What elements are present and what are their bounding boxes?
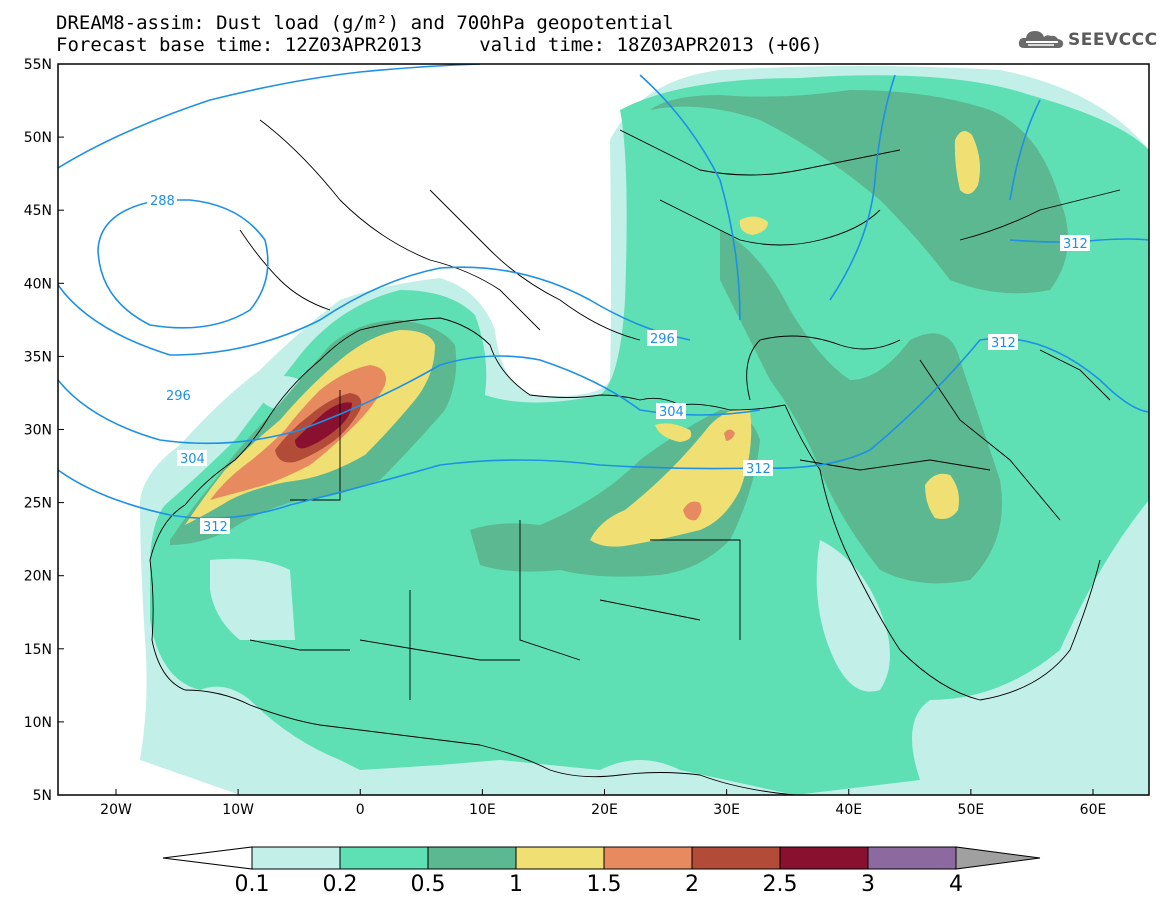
contour-label: 312 bbox=[1063, 237, 1088, 252]
colorbar: 0.1 0.2 0.5 1 1.5 2 2.5 3 4 bbox=[162, 846, 1041, 897]
contour-label: 296 bbox=[650, 332, 675, 347]
lon-tick-label: 60E bbox=[1080, 802, 1107, 818]
colorbar-tick-label: 3 bbox=[861, 872, 875, 897]
lat-tick-label: 25N bbox=[24, 496, 52, 512]
lon-tick-label: 0 bbox=[356, 802, 365, 818]
lat-tick-label: 40N bbox=[24, 276, 52, 292]
seevccc-logo: SEEVCCC bbox=[1018, 28, 1158, 52]
colorbar-over-triangle bbox=[955, 846, 1041, 870]
colorbar-tick-label: 1.5 bbox=[587, 872, 622, 897]
contour-label: 304 bbox=[180, 452, 205, 467]
latitude-axis: 55N 50N 45N 40N 35N 30N 25N 20N 15N 10N 5N bbox=[24, 57, 64, 804]
longitude-axis: 20W 10W 0 10E 20E 30E 40E 50E 60E bbox=[100, 789, 1106, 818]
colorbar-swatch bbox=[691, 846, 781, 870]
colorbar-swatch bbox=[251, 846, 341, 870]
map-plot-area: 288 296 296 304 304 312 312 312 312 bbox=[58, 64, 1149, 795]
colorbar-tick-label: 2 bbox=[685, 872, 699, 897]
lon-tick-label: 10E bbox=[469, 802, 496, 818]
colorbar-tick-label: 0.2 bbox=[323, 872, 358, 897]
map-title: DREAM8-assim: Dust load (g/m²) and 700hP… bbox=[56, 12, 674, 34]
colorbar-tick-label: 2.5 bbox=[763, 872, 798, 897]
dust-shading-0.2 bbox=[150, 75, 1149, 795]
country-borders bbox=[149, 119, 1121, 795]
lon-tick-label: 40E bbox=[835, 802, 862, 818]
lon-tick-label: 10W bbox=[222, 802, 254, 818]
lat-tick-label: 50N bbox=[24, 130, 52, 146]
colorbar-swatch bbox=[515, 846, 605, 870]
colorbar-swatch bbox=[867, 846, 957, 870]
contour-label: 312 bbox=[746, 462, 771, 477]
lat-tick-label: 5N bbox=[33, 788, 52, 804]
lat-tick-label: 35N bbox=[24, 349, 52, 365]
lon-tick-label: 20E bbox=[591, 802, 618, 818]
lon-tick-label: 30E bbox=[713, 802, 740, 818]
contour-label: 304 bbox=[659, 405, 684, 420]
contour-label: 296 bbox=[166, 389, 191, 404]
colorbar-swatch bbox=[779, 846, 869, 870]
colorbar-swatch bbox=[603, 846, 693, 870]
lon-tick-label: 50E bbox=[958, 802, 985, 818]
lat-tick-label: 30N bbox=[24, 423, 52, 439]
colorbar-swatch bbox=[427, 846, 517, 870]
colorbar-swatch bbox=[339, 846, 429, 870]
contour-label: 288 bbox=[150, 194, 175, 209]
dust-shading-2.5 bbox=[295, 402, 352, 449]
cloud-icon bbox=[1018, 31, 1064, 48]
geopotential-labels: 288 296 296 304 304 312 312 312 312 bbox=[147, 192, 1090, 535]
lon-tick-label: 20W bbox=[100, 802, 132, 818]
lat-tick-label: 45N bbox=[24, 203, 52, 219]
colorbar-tick-label: 0.1 bbox=[235, 872, 270, 897]
forecast-time-line: Forecast base time: 12Z03APR2013 valid t… bbox=[56, 34, 823, 56]
contour-label: 312 bbox=[991, 336, 1016, 351]
contour-label: 312 bbox=[203, 520, 228, 535]
lat-tick-label: 20N bbox=[24, 569, 52, 585]
lat-tick-label: 55N bbox=[24, 57, 52, 73]
lat-tick-label: 15N bbox=[24, 642, 52, 658]
logo-text: SEEVCCC bbox=[1068, 30, 1158, 50]
colorbar-tick-label: 0.5 bbox=[411, 872, 446, 897]
colorbar-under-triangle bbox=[162, 846, 253, 870]
lat-tick-label: 10N bbox=[24, 715, 52, 731]
colorbar-tick-label: 1 bbox=[509, 872, 523, 897]
colorbar-tick-label: 4 bbox=[949, 872, 963, 897]
